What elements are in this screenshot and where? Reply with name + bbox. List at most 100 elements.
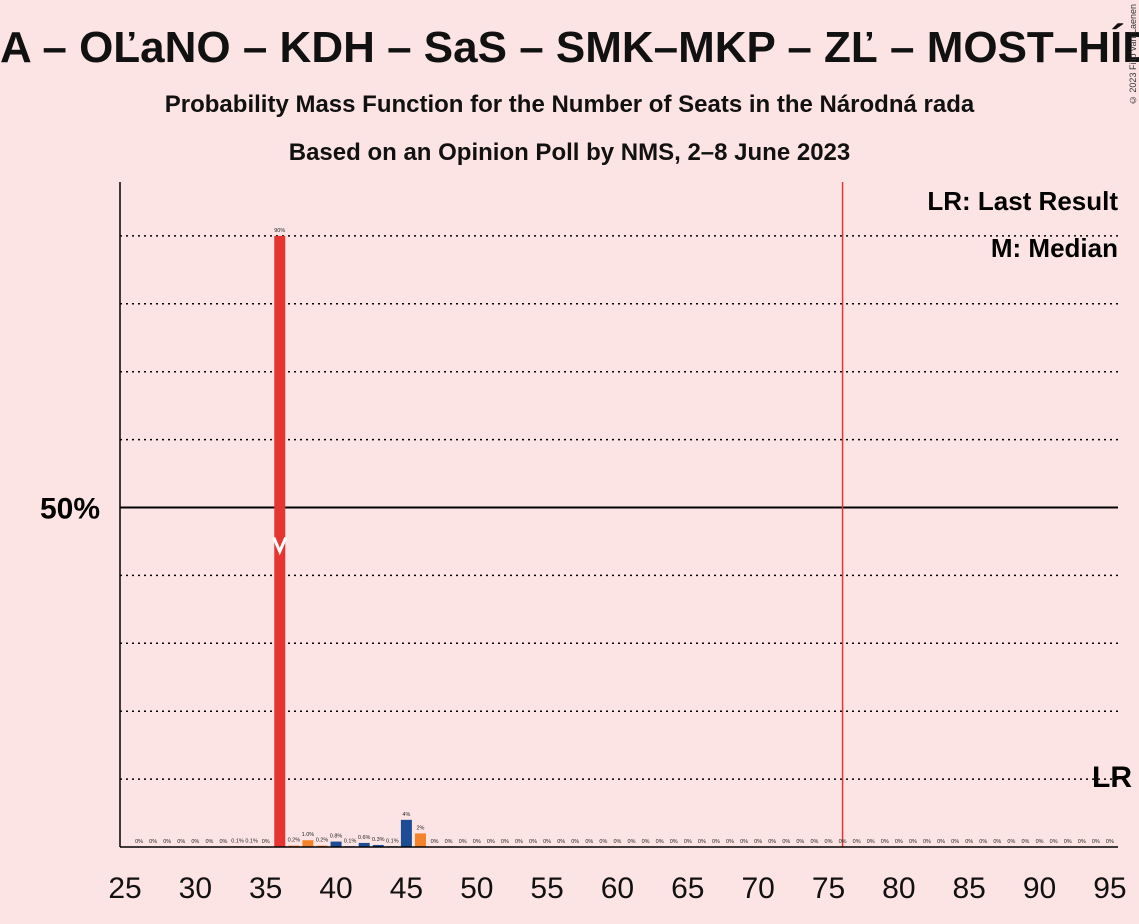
bar-label-71: 0% bbox=[768, 839, 776, 845]
bar-label-79: 0% bbox=[881, 839, 889, 845]
bar-label-85: 0% bbox=[965, 839, 973, 845]
bar-label-73: 0% bbox=[796, 839, 804, 845]
bar-label-91: 0% bbox=[1050, 839, 1058, 845]
bar-label-59: 0% bbox=[599, 839, 607, 845]
bar-label-28: 0% bbox=[163, 839, 171, 845]
bar-label-83: 0% bbox=[937, 839, 945, 845]
bar-label-48: 0% bbox=[445, 839, 453, 845]
bar-label-34: 0.1% bbox=[245, 838, 258, 844]
last-result-marker: LR bbox=[1092, 761, 1132, 794]
legend-last-result: LR: Last Result bbox=[927, 186, 1118, 216]
x-tick-labels: 25 30 35 40 45 50 55 60 65 70 75 80 85 90 95 bbox=[108, 872, 1126, 905]
bar-label-41: 0.1% bbox=[344, 838, 357, 844]
bar-label-92: 0% bbox=[1064, 839, 1072, 845]
x-tick-label-40: 40 bbox=[319, 872, 352, 905]
bar-label-78: 0% bbox=[867, 839, 875, 845]
bar-label-40: 0.8% bbox=[330, 834, 343, 840]
bar-label-72: 0% bbox=[782, 839, 790, 845]
x-tick-label-80: 80 bbox=[882, 872, 915, 905]
bar-46 bbox=[414, 833, 426, 847]
bar-label-42: 0.6% bbox=[358, 835, 371, 841]
bar-label-51: 0% bbox=[487, 839, 495, 845]
bar-label-29: 0% bbox=[177, 839, 185, 845]
bar-label-84: 0% bbox=[951, 839, 959, 845]
bar-label-63: 0% bbox=[656, 839, 664, 845]
bar-label-35: 0% bbox=[262, 839, 270, 845]
bar-label-81: 0% bbox=[909, 839, 917, 845]
bar-label-43: 0.3% bbox=[372, 837, 385, 843]
bar-label-30: 0% bbox=[191, 839, 199, 845]
bar-label-56: 0% bbox=[557, 839, 565, 845]
bar-label-50: 0% bbox=[473, 839, 481, 845]
x-tick-label-35: 35 bbox=[249, 872, 282, 905]
bar-label-76: 0% bbox=[839, 839, 847, 845]
bar-40 bbox=[330, 841, 342, 847]
bar-label-26: 0% bbox=[135, 839, 143, 845]
bar-label-86: 0% bbox=[979, 839, 987, 845]
bar-label-46: 2% bbox=[416, 825, 424, 831]
x-tick-label-60: 60 bbox=[601, 872, 634, 905]
x-tick-label-95: 95 bbox=[1093, 872, 1126, 905]
bar-label-68: 0% bbox=[726, 839, 734, 845]
bar-42 bbox=[358, 842, 370, 847]
bar-label-65: 0% bbox=[684, 839, 692, 845]
bar-label-70: 0% bbox=[754, 839, 762, 845]
bar-labels: 0% 0% 0% 0% 0% 0% 0% 0.1% 0.1% 0%90%0.2%1.0%0.2%0… bbox=[135, 228, 1114, 845]
bar-label-57: 0% bbox=[571, 839, 579, 845]
bar-label-74: 0% bbox=[810, 839, 818, 845]
bar-label-93: 0% bbox=[1078, 839, 1086, 845]
bar-label-32: 0% bbox=[220, 839, 228, 845]
bar-label-39: 0.2% bbox=[316, 838, 329, 844]
bar-label-33: 0.1% bbox=[231, 838, 244, 844]
gridlines bbox=[120, 235, 1118, 780]
chart-subtitle: Probability Mass Function for the Number… bbox=[164, 91, 975, 118]
bar-label-53: 0% bbox=[515, 839, 523, 845]
bar-label-38: 1.0% bbox=[302, 832, 315, 838]
bar-45 bbox=[400, 819, 412, 847]
bar-label-45: 4% bbox=[402, 812, 410, 818]
bar-label-67: 0% bbox=[712, 839, 720, 845]
bar-label-44: 0.1% bbox=[386, 838, 399, 844]
bar-label-88: 0% bbox=[1007, 839, 1015, 845]
x-tick-label-70: 70 bbox=[741, 872, 774, 905]
y-tick-label-50: 50% bbox=[40, 493, 100, 526]
x-tick-label-85: 85 bbox=[953, 872, 986, 905]
bar-label-77: 0% bbox=[853, 839, 861, 845]
bar-label-60: 0% bbox=[613, 839, 621, 845]
median-marker bbox=[272, 536, 288, 556]
bar-label-95: 0% bbox=[1106, 839, 1114, 845]
bar-38 bbox=[302, 840, 314, 847]
x-tick-label-50: 50 bbox=[460, 872, 493, 905]
bar-36 bbox=[274, 235, 286, 847]
bar-label-94: 0% bbox=[1092, 839, 1100, 845]
bar-label-47: 0% bbox=[431, 839, 439, 845]
x-tick-label-30: 30 bbox=[179, 872, 212, 905]
bar-label-58: 0% bbox=[585, 839, 593, 845]
bar-label-75: 0% bbox=[825, 839, 833, 845]
bar-label-89: 0% bbox=[1022, 839, 1030, 845]
bar-label-55: 0% bbox=[543, 839, 551, 845]
x-tick-label-90: 90 bbox=[1023, 872, 1056, 905]
chart-subtitle-source: Based on an Opinion Poll by NMS, 2–8 Jun… bbox=[288, 139, 851, 166]
bar-label-61: 0% bbox=[628, 839, 636, 845]
x-tick-label-55: 55 bbox=[530, 872, 563, 905]
bar-label-82: 0% bbox=[923, 839, 931, 845]
bar-label-37: 0.2% bbox=[288, 838, 301, 844]
bar-label-90: 0% bbox=[1036, 839, 1044, 845]
bar-label-52: 0% bbox=[501, 839, 509, 845]
bar-label-64: 0% bbox=[670, 839, 678, 845]
legend-median: M: Median bbox=[991, 233, 1118, 263]
x-tick-label-45: 45 bbox=[390, 872, 423, 905]
bar-label-62: 0% bbox=[642, 839, 650, 845]
chart-title: A – OĽaNO – KDH – SaS – SMK–MKP – ZĽ – M… bbox=[0, 23, 1139, 72]
bar-label-66: 0% bbox=[698, 839, 706, 845]
x-tick-label-25: 25 bbox=[108, 872, 141, 905]
bar-label-87: 0% bbox=[993, 839, 1001, 845]
bar-label-31: 0% bbox=[205, 839, 213, 845]
bar-43 bbox=[372, 844, 384, 847]
bars bbox=[232, 235, 426, 847]
bar-label-36: 90% bbox=[274, 228, 285, 234]
bar-label-80: 0% bbox=[895, 839, 903, 845]
bar-label-27: 0% bbox=[149, 839, 157, 845]
